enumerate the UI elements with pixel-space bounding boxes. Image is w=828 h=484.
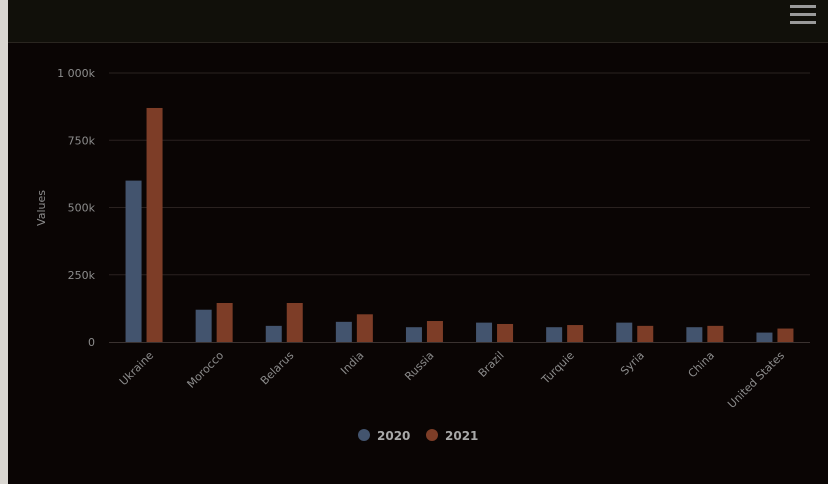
bar-2020-syria[interactable]: [616, 322, 633, 342]
bar-2021-morocco[interactable]: [216, 302, 233, 342]
bar-2020-india[interactable]: [335, 321, 352, 342]
bar-2020-ukraine[interactable]: [125, 180, 142, 342]
y-tick-label: 1 000k: [57, 67, 95, 80]
bar-2021-india[interactable]: [356, 314, 373, 342]
bar-2020-china[interactable]: [686, 327, 703, 342]
legend-marker: [426, 429, 438, 441]
bar-2021-turquie[interactable]: [567, 325, 584, 342]
x-tick-label: Brazil: [476, 349, 507, 380]
bar-2020-russia[interactable]: [405, 327, 422, 342]
bar-2021-china[interactable]: [707, 325, 724, 342]
x-tick-label: United States: [725, 349, 787, 411]
x-tick-label: Morocco: [185, 349, 227, 391]
x-tick-label: China: [686, 349, 717, 380]
bar-2020-brazil[interactable]: [476, 322, 493, 342]
y-tick-label: 750k: [68, 134, 96, 147]
legend: 2020 2021: [358, 429, 478, 443]
legend-label: 2021: [445, 429, 478, 443]
chart-container: 0 250k 500k 750k 1 000k Values Ukraine Morocc…: [8, 0, 828, 484]
bar-2021-russia[interactable]: [426, 321, 443, 342]
x-tick-label: Syria: [618, 349, 647, 378]
bar-2020-turquie[interactable]: [546, 327, 563, 342]
y-axis-ticks: 0 250k 500k 750k 1 000k: [57, 67, 95, 349]
y-axis-title: Values: [35, 190, 48, 226]
x-tick-label: Turquie: [538, 349, 576, 387]
bar-chart: 0 250k 500k 750k 1 000k Values Ukraine Morocc…: [35, 67, 810, 443]
y-tick-label: 250k: [68, 269, 96, 282]
x-tick-label: Ukraine: [117, 349, 156, 388]
bar-2021-belarus[interactable]: [286, 302, 303, 342]
x-tick-label: India: [338, 349, 366, 377]
legend-item-2021[interactable]: 2021: [426, 429, 478, 443]
x-tick-label: Russia: [402, 349, 436, 383]
bar-2020-united-states[interactable]: [756, 332, 773, 342]
bar-2021-syria[interactable]: [637, 325, 654, 342]
bar-2021-united-states[interactable]: [777, 328, 794, 342]
bar-2021-brazil[interactable]: [497, 323, 514, 342]
bars: [125, 107, 794, 342]
bar-2020-belarus[interactable]: [265, 325, 282, 342]
x-tick-label: Belarus: [258, 349, 297, 388]
y-tick-label: 0: [88, 336, 95, 349]
hamburger-menu-icon[interactable]: [790, 3, 816, 27]
legend-item-2020[interactable]: 2020: [358, 429, 410, 443]
legend-marker: [358, 429, 370, 441]
bar-2021-ukraine[interactable]: [146, 107, 163, 342]
y-tick-label: 500k: [68, 202, 96, 215]
legend-label: 2020: [377, 429, 410, 443]
x-axis-ticks: Ukraine Morocco Belarus India Russia Brazil Tu…: [117, 349, 787, 411]
grid-lines: [109, 72, 810, 276]
chart-toolbar: [8, 0, 828, 43]
bar-2020-morocco[interactable]: [195, 309, 212, 342]
